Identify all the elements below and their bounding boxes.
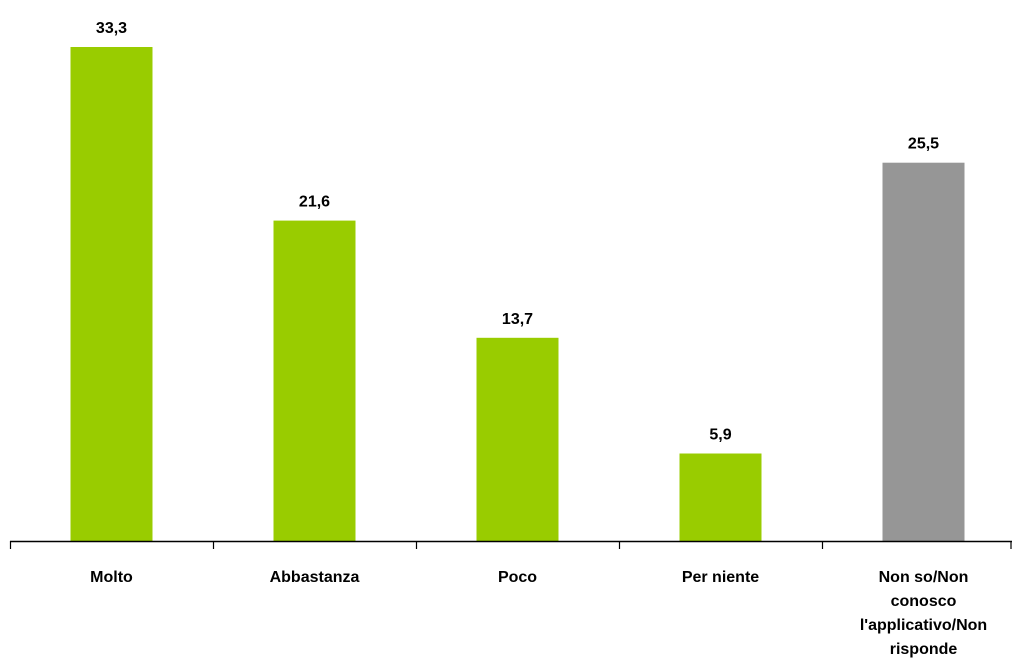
category-label-line: risponde [890,641,958,658]
data-label-0: 33,3 [96,20,127,37]
category-label-0: Molto [90,569,133,586]
category-label-line: Per niente [682,569,759,586]
bar-1 [273,220,356,541]
category-label-line: Molto [90,569,133,586]
data-label-1: 21,6 [299,194,330,211]
category-label-line: Poco [498,569,537,586]
category-label-4: Non so/Non conosco l'applicativo/Non rispon… [860,569,987,658]
category-label-3: Per niente [682,569,759,586]
category-label-line: conosco [891,593,957,610]
category-label-line: Non so/Non [879,569,969,586]
bar-2 [476,337,559,541]
category-label-line: l'applicativo/Non [860,617,987,634]
bar-4 [882,162,965,541]
data-label-4: 25,5 [908,136,939,153]
category-label-2: Poco [498,569,537,586]
bar-0 [70,47,153,541]
category-label-1: Abbastanza [270,569,360,586]
category-label-line: Abbastanza [270,569,360,586]
bar-3 [679,453,762,541]
data-label-3: 5,9 [709,427,731,444]
data-label-2: 13,7 [502,311,533,328]
